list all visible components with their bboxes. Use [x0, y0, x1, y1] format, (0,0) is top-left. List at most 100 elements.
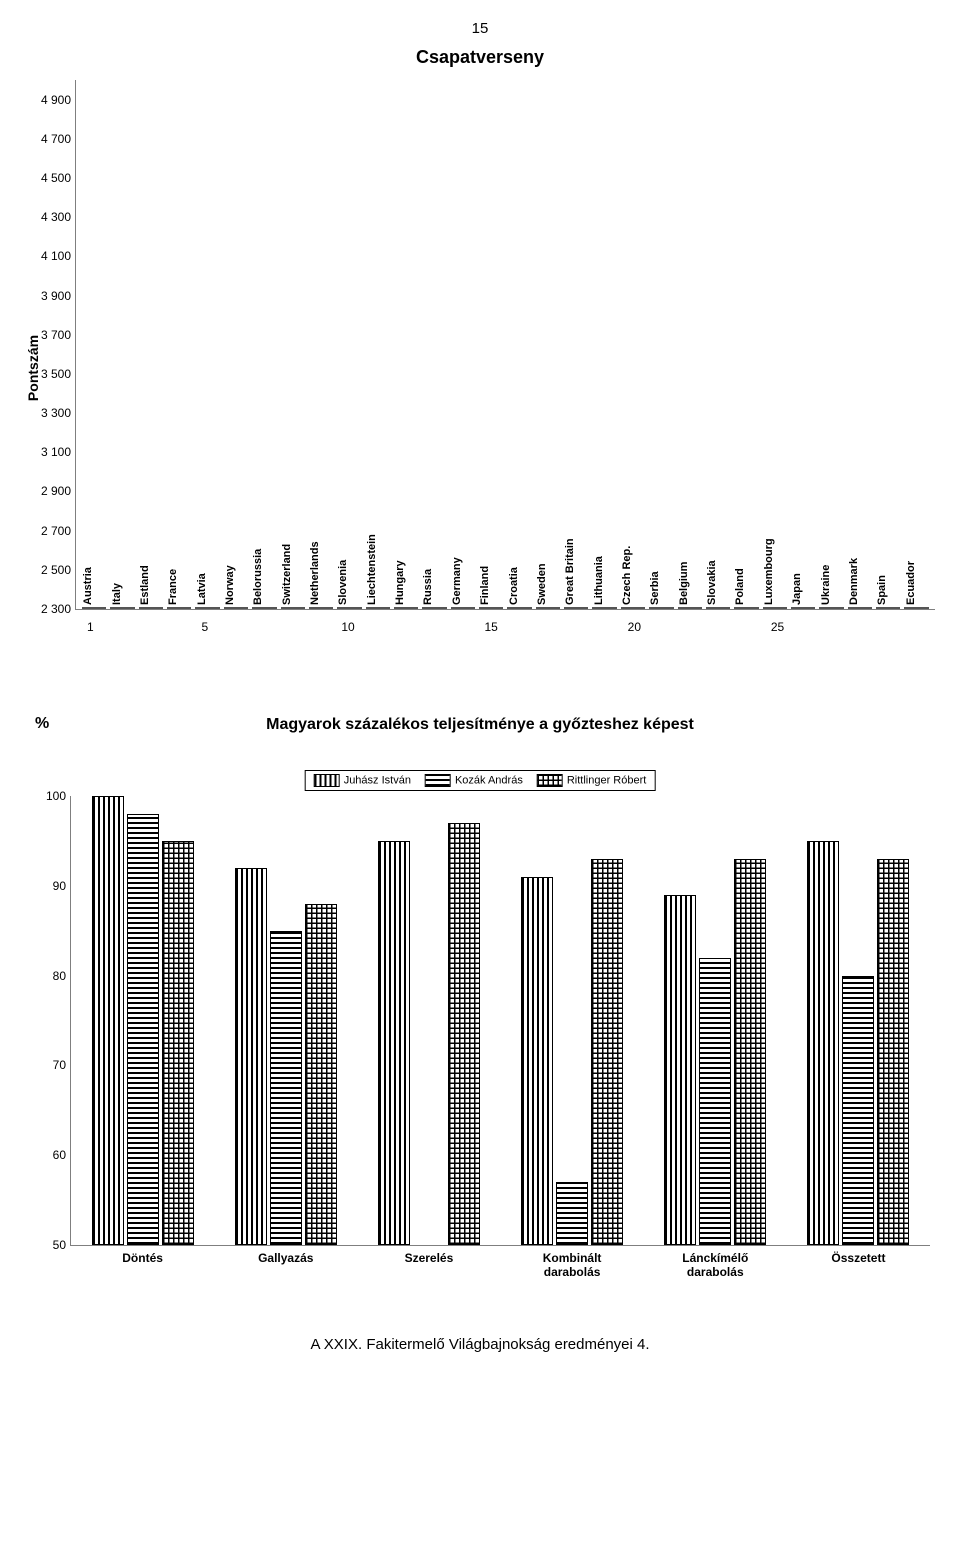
- group-szerel-s: Szerelés: [357, 796, 500, 1245]
- group-label: Szerelés: [357, 1245, 500, 1265]
- chart2-ytick: 70: [31, 1058, 66, 1072]
- bar-label: Luxembourg: [763, 538, 775, 605]
- chart1-ytick: 2 500: [26, 563, 71, 577]
- group-d-nt-s: Döntés: [71, 796, 214, 1245]
- bar-label: Finland: [479, 566, 491, 605]
- bar-label: Ukraine: [820, 565, 832, 605]
- footer-text: A XXIX. Fakitermelő Világbajnokság eredm…: [20, 1336, 940, 1353]
- bar-label: Japan: [791, 573, 803, 605]
- bar-slot: Norway: [224, 607, 248, 609]
- bar-label: Great Britain: [564, 538, 576, 605]
- chart1-ytick: 3 500: [26, 367, 71, 381]
- chart1-plot: AustriaItalyEstlandFranceLatviaNorwayBel…: [75, 80, 935, 610]
- chart1-ytick: 4 100: [26, 249, 71, 263]
- chart1-xnum: 20: [628, 620, 641, 634]
- chart1-xnum: 15: [484, 620, 497, 634]
- gbar: [591, 859, 623, 1245]
- chart1-xnum: 5: [202, 620, 209, 634]
- bar-slot: Serbia: [649, 607, 673, 609]
- page-number: 15: [20, 20, 940, 37]
- bar-label: Croatia: [508, 567, 520, 605]
- bar-belgium: Belgium: [678, 607, 702, 609]
- legend-item: Kozák András: [425, 774, 523, 787]
- bar-hungary: Hungary: [394, 607, 418, 609]
- chart2-plot: DöntésGallyazásSzerelésKombináltdarabolá…: [70, 796, 930, 1246]
- bar-label: Poland: [734, 568, 746, 605]
- gbar: [378, 841, 410, 1245]
- bar-label: Slovakia: [706, 560, 718, 605]
- gbar: [734, 859, 766, 1245]
- bar-slot: Great Britain: [564, 607, 588, 609]
- bar-denmark: Denmark: [848, 607, 872, 609]
- group-l-nck-m-l-darabol-s: Lánckímélődarabolás: [644, 796, 787, 1245]
- gbar: [664, 895, 696, 1245]
- gbar: [270, 931, 302, 1245]
- gbar: [877, 859, 909, 1245]
- bar-slot: Ukraine: [819, 607, 843, 609]
- bar-slot: Croatia: [507, 607, 531, 609]
- bar-label: Liechtenstein: [366, 534, 378, 605]
- chart2-title: Magyarok százalékos teljesítménye a győz…: [20, 716, 940, 734]
- group--sszetett: Összetett: [787, 796, 930, 1245]
- bar-slovakia: Slovakia: [706, 607, 730, 609]
- bar-russia: Russia: [422, 607, 446, 609]
- bar-slot: Spain: [876, 607, 900, 609]
- bar-ecuador: Ecuador: [904, 607, 928, 609]
- group-gallyaz-s: Gallyazás: [214, 796, 357, 1245]
- bar-slot: Luxembourg: [763, 607, 787, 609]
- gbar: [162, 841, 194, 1245]
- bar-latvia: Latvia: [195, 607, 219, 609]
- bar-ukraine: Ukraine: [819, 607, 843, 609]
- bar-slot: Germany: [451, 607, 475, 609]
- chart2-ytick: 100: [31, 789, 66, 803]
- bar-label: Czech Rep.: [621, 546, 633, 605]
- legend-item: Rittlinger Róbert: [537, 774, 646, 787]
- bar-lithuania: Lithuania: [592, 607, 616, 609]
- chart2-ytick: 50: [31, 1238, 66, 1252]
- bar-label: Sweden: [536, 563, 548, 605]
- bar-label: Hungary: [394, 560, 406, 605]
- gbar: [521, 877, 553, 1245]
- gbar: [305, 904, 337, 1245]
- bar-label: Denmark: [848, 558, 860, 605]
- gbar: [448, 823, 480, 1245]
- bar-switzerland: Switzerland: [281, 607, 305, 609]
- chart1-ytick: 2 700: [26, 524, 71, 538]
- bar-slot: Switzerland: [281, 607, 305, 609]
- chart1-ytick: 4 500: [26, 171, 71, 185]
- bar-label: Norway: [224, 565, 236, 605]
- bar-label: Russia: [422, 569, 434, 605]
- bar-label: Ecuador: [905, 561, 917, 605]
- bar-slot: Slovenia: [337, 607, 361, 609]
- bar-estland: Estland: [139, 607, 163, 609]
- chart1-ytick: 2 300: [26, 602, 71, 616]
- chart1-xnum: 1: [87, 620, 94, 634]
- group-label: Gallyazás: [214, 1245, 357, 1265]
- legend-swatch: [314, 774, 340, 787]
- gbar: [699, 958, 731, 1245]
- bar-slot: Liechtenstein: [366, 607, 390, 609]
- group-label: Döntés: [71, 1245, 214, 1265]
- bar-label: Netherlands: [309, 541, 321, 605]
- bar-netherlands: Netherlands: [309, 607, 333, 609]
- bar-label: Serbia: [649, 571, 661, 605]
- bar-label: Italy: [111, 583, 123, 605]
- bar-belorussia: Belorussia: [252, 607, 276, 609]
- chart2-ytick: 80: [31, 969, 66, 983]
- bar-luxembourg: Luxembourg: [763, 607, 787, 609]
- bar-slot: Italy: [110, 607, 134, 609]
- chart1: Pontszám AustriaItalyEstlandFranceLatvia…: [20, 80, 940, 640]
- bar-label: Belgium: [678, 562, 690, 605]
- chart2-pct: %: [35, 715, 49, 733]
- gbar: [842, 976, 874, 1245]
- bar-slot: Japan: [791, 607, 815, 609]
- chart2-ytick: 90: [31, 879, 66, 893]
- bar-label: Belorussia: [252, 549, 264, 605]
- bar-label: Lithuania: [593, 556, 605, 605]
- legend-swatch: [537, 774, 563, 787]
- bar-slot: Hungary: [394, 607, 418, 609]
- bar-japan: Japan: [791, 607, 815, 609]
- bar-slot: Lithuania: [592, 607, 616, 609]
- bar-czech-rep-: Czech Rep.: [621, 607, 645, 609]
- group-label: Kombináltdarabolás: [501, 1245, 644, 1279]
